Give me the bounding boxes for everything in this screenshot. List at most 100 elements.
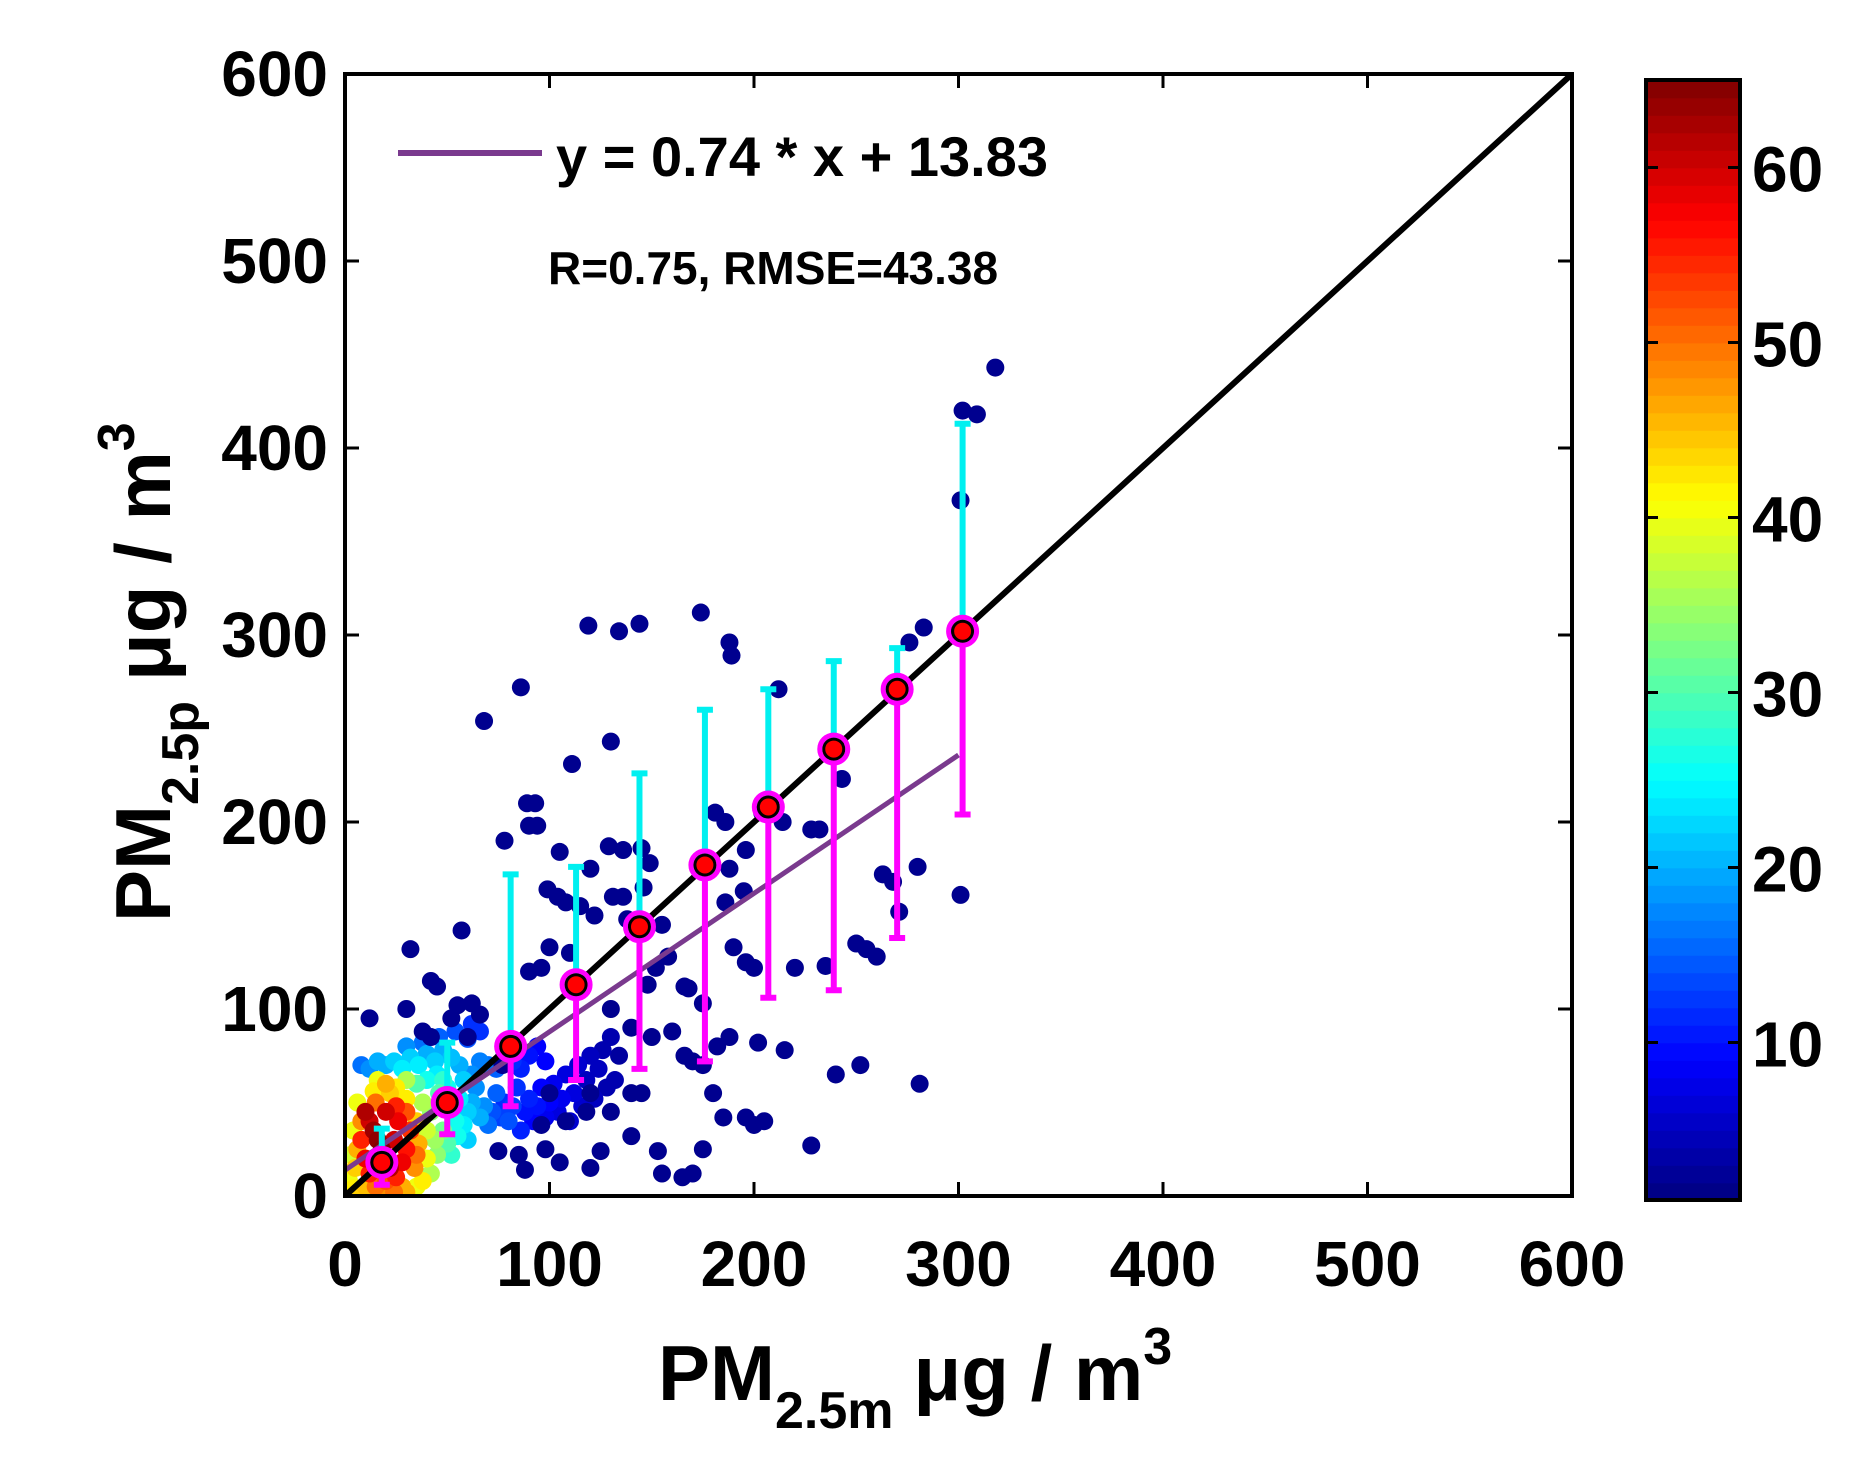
outlier-point — [802, 1136, 821, 1155]
outlier-point — [720, 859, 739, 878]
cluster-point — [589, 1059, 608, 1078]
outlier-point — [640, 854, 659, 873]
outlier-point — [951, 885, 970, 904]
outlier-point — [720, 1028, 739, 1047]
colorbar-segment — [1646, 80, 1740, 99]
colorbar-segment — [1646, 797, 1740, 816]
binned-mean-markers — [365, 614, 980, 1179]
cluster-point — [356, 1102, 375, 1121]
colorbar-segment — [1646, 185, 1740, 204]
colorbar-segment — [1646, 850, 1740, 869]
y-tick-label: 500 — [221, 225, 328, 297]
outlier-point — [360, 1009, 379, 1028]
mean-marker-ring — [817, 732, 851, 766]
outlier-point — [585, 906, 604, 925]
legend-fit-equation: y = 0.74 * x + 13.83 — [556, 125, 1048, 188]
colorbar-segment — [1646, 675, 1740, 694]
mean-marker-ring — [880, 672, 914, 706]
colorbar-segment — [1646, 920, 1740, 939]
colorbar-segment — [1646, 1147, 1740, 1166]
mean-marker-ring — [946, 614, 980, 648]
x-tick-label: 500 — [1314, 1228, 1421, 1300]
x-axis-label: PM2.5m μg / m3 — [658, 1318, 1172, 1440]
mean-marker-ring — [622, 910, 656, 944]
outlier-point — [736, 841, 755, 860]
mean-marker — [627, 915, 651, 939]
outlier-point — [401, 940, 420, 959]
mean-marker — [885, 677, 909, 701]
y-tick-label: 300 — [221, 599, 328, 671]
mean-marker-ring — [559, 968, 593, 1002]
colorbar-segment — [1646, 447, 1740, 466]
colorbar-segment — [1646, 902, 1740, 921]
colorbar-tick-label: 30 — [1752, 659, 1823, 731]
outlier-point — [775, 1041, 794, 1060]
y-tick-label: 100 — [221, 973, 328, 1045]
colorbar-segment — [1646, 1130, 1740, 1149]
colorbar-segment — [1646, 1165, 1740, 1184]
colorbar-segment — [1646, 727, 1740, 746]
outlier-point — [515, 1160, 534, 1179]
colorbar-segment — [1646, 150, 1740, 169]
outlier-point — [581, 859, 600, 878]
colorbar-segment — [1646, 1182, 1740, 1201]
cluster-point — [487, 1084, 506, 1103]
y-axis-label: PM2.5p μg / m3 — [88, 422, 210, 922]
x-axis-label-unit: μg / m — [914, 1329, 1144, 1417]
outlier-point — [693, 1140, 712, 1159]
outlier-point — [914, 618, 933, 637]
outlier-point — [495, 831, 514, 850]
colorbar-segment — [1646, 97, 1740, 116]
colorbar-segment — [1646, 465, 1740, 484]
outlier-point — [745, 958, 763, 977]
outlier-point — [851, 1056, 870, 1075]
outlier-point — [614, 887, 633, 906]
x-tick-label: 200 — [701, 1228, 808, 1300]
outlier-point — [683, 1164, 702, 1183]
outlier-point — [967, 405, 986, 424]
outlier-point — [489, 1142, 508, 1161]
outlier-point — [599, 837, 618, 856]
cluster-point — [352, 1130, 371, 1149]
outlier-point — [601, 1000, 620, 1018]
y-tick-label: 400 — [221, 412, 328, 484]
outlier-point — [421, 1028, 440, 1047]
x-tick-label: 300 — [905, 1228, 1012, 1300]
outlier-point — [816, 956, 835, 975]
y-axis-label-main: PM — [99, 805, 187, 922]
outlier-point — [591, 1142, 610, 1161]
colorbar-segment — [1646, 342, 1740, 361]
cluster-point — [376, 1102, 395, 1121]
mean-marker-ring — [688, 848, 722, 882]
outlier-point — [785, 958, 804, 977]
mean-marker — [435, 1091, 459, 1114]
colorbar-segment — [1646, 692, 1740, 711]
outlier-point — [832, 769, 851, 788]
outlier-point — [452, 921, 471, 940]
outlier-point — [540, 1084, 559, 1103]
outlier-point — [714, 1108, 733, 1127]
colorbar-segment — [1646, 587, 1740, 606]
outlier-point — [716, 813, 735, 831]
colorbar-segment — [1646, 237, 1740, 256]
outlier-point — [749, 1033, 768, 1052]
outlier-point — [691, 603, 710, 622]
outlier-point — [724, 938, 743, 957]
colorbar-segment — [1646, 202, 1740, 221]
outlier-point — [528, 816, 547, 835]
outlier-point — [810, 820, 829, 839]
colorbar-segment — [1646, 622, 1740, 641]
colorbar-segment — [1646, 552, 1740, 571]
outlier-point — [642, 1028, 661, 1047]
colorbar-segment — [1646, 955, 1740, 974]
outlier-point — [579, 616, 598, 635]
outlier-point — [550, 1153, 569, 1172]
outlier-point — [509, 1145, 528, 1164]
colorbar-segment — [1646, 482, 1740, 501]
outlier-point — [704, 1084, 723, 1103]
y-axis-label-subscript: 2.5p — [152, 701, 210, 805]
mean-marker — [564, 973, 588, 997]
colorbar-tick-label: 20 — [1752, 834, 1823, 906]
binned-error-bars — [373, 420, 971, 1188]
